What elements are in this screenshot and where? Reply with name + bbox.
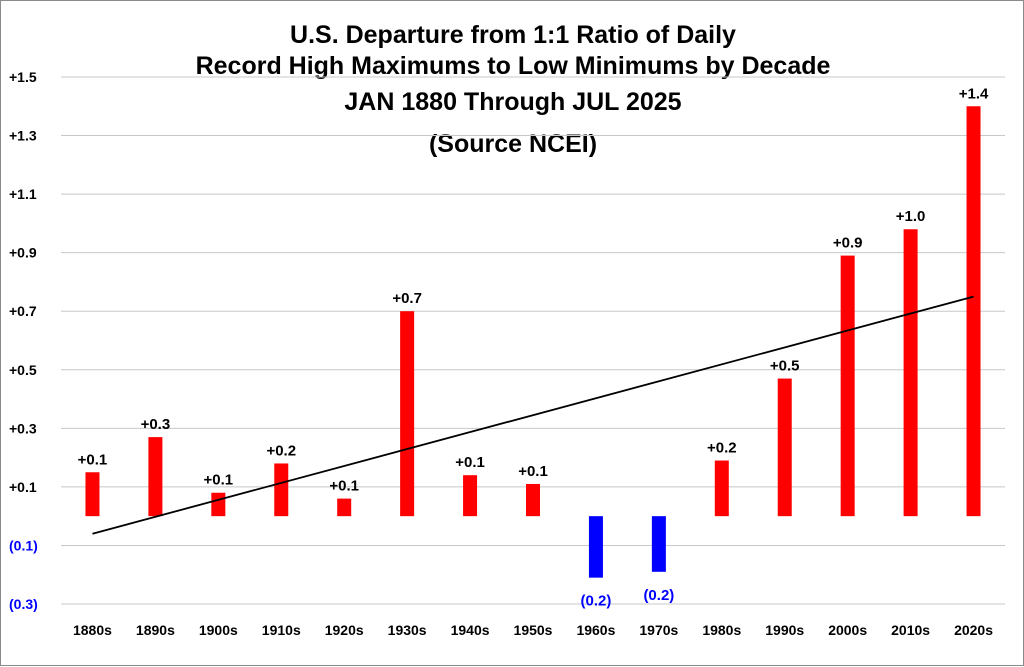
bar-data-label: +0.1 (204, 472, 234, 489)
x-tick-label: 1940s (451, 622, 490, 638)
x-tick-label: 2010s (891, 622, 930, 638)
bar-data-label: +0.3 (141, 416, 171, 433)
chart-title-line-1: U.S. Departure from 1:1 Ratio of Daily (290, 21, 736, 49)
bar (966, 106, 981, 517)
data-labels: +0.1 +0.3 +0.1 +0.2 +0.1 +0.7 +0.1 +0.1 (0.2) (0.… (78, 85, 989, 609)
bar-data-label: +0.9 (833, 235, 863, 252)
x-tick-label: 2020s (954, 622, 993, 638)
x-tick-label: 1970s (639, 622, 678, 638)
y-tick-label: +1.1 (9, 186, 37, 202)
y-tick-label: (0.1) (9, 537, 38, 553)
trendline (92, 295, 974, 535)
bar (651, 516, 666, 572)
chart-title-line-3: JAN 1880 Through JUL 2025 (344, 88, 682, 116)
bar-data-label: +0.1 (518, 463, 548, 480)
bar-data-label: +0.1 (329, 478, 359, 495)
bar-data-label: +0.1 (78, 451, 108, 468)
bar-data-label: +0.1 (455, 454, 485, 471)
bar (463, 475, 478, 517)
bar (400, 311, 415, 517)
bar (777, 378, 792, 517)
x-tick-label: 1950s (514, 622, 553, 638)
bar-data-label: +0.5 (770, 358, 800, 375)
bar-data-label: +0.7 (392, 290, 422, 307)
x-tick-label: 1960s (576, 622, 615, 638)
bar-data-label: +0.2 (266, 442, 296, 459)
bar (211, 492, 226, 517)
x-tick-label: 2000s (828, 622, 867, 638)
x-tick-label: 1900s (199, 622, 238, 638)
bar (337, 498, 352, 517)
bar (148, 437, 163, 517)
bar (903, 229, 918, 517)
bar-data-label: (0.2) (643, 587, 674, 604)
bar (274, 463, 289, 517)
bar (714, 460, 729, 517)
bar-data-label: (0.2) (581, 593, 612, 610)
chart-title-line-4: (Source NCEI) (428, 130, 598, 158)
x-tick-label: 1920s (325, 622, 364, 638)
y-tick-label: (0.3) (9, 596, 38, 612)
bar (588, 516, 603, 578)
x-axis-tick-labels: 1880s 1890s 1900s 1910s 1920s 1930s 1940s 1950s… (73, 622, 993, 638)
x-tick-label: 1930s (388, 622, 427, 638)
bars (85, 106, 981, 578)
bar (85, 472, 100, 517)
x-tick-label: 1910s (262, 622, 301, 638)
bar (526, 483, 540, 517)
chart-title-line-2: Record High Maximums to Low Minimums by … (195, 52, 831, 80)
x-tick-label: 1890s (136, 622, 175, 638)
bar-data-label: +0.2 (707, 440, 737, 457)
x-tick-label: 1880s (73, 622, 112, 638)
x-tick-label: 1980s (702, 622, 741, 638)
y-tick-label: +0.5 (9, 362, 37, 378)
y-tick-label: +0.3 (9, 420, 37, 436)
y-tick-label: +0.1 (9, 479, 37, 495)
bar (840, 255, 855, 517)
bar-data-label: +1.0 (896, 208, 926, 225)
y-tick-label: +0.7 (9, 303, 37, 319)
x-tick-label: 1990s (765, 622, 804, 638)
trendline-layer (92, 295, 974, 535)
y-tick-label: +0.9 (9, 245, 37, 261)
